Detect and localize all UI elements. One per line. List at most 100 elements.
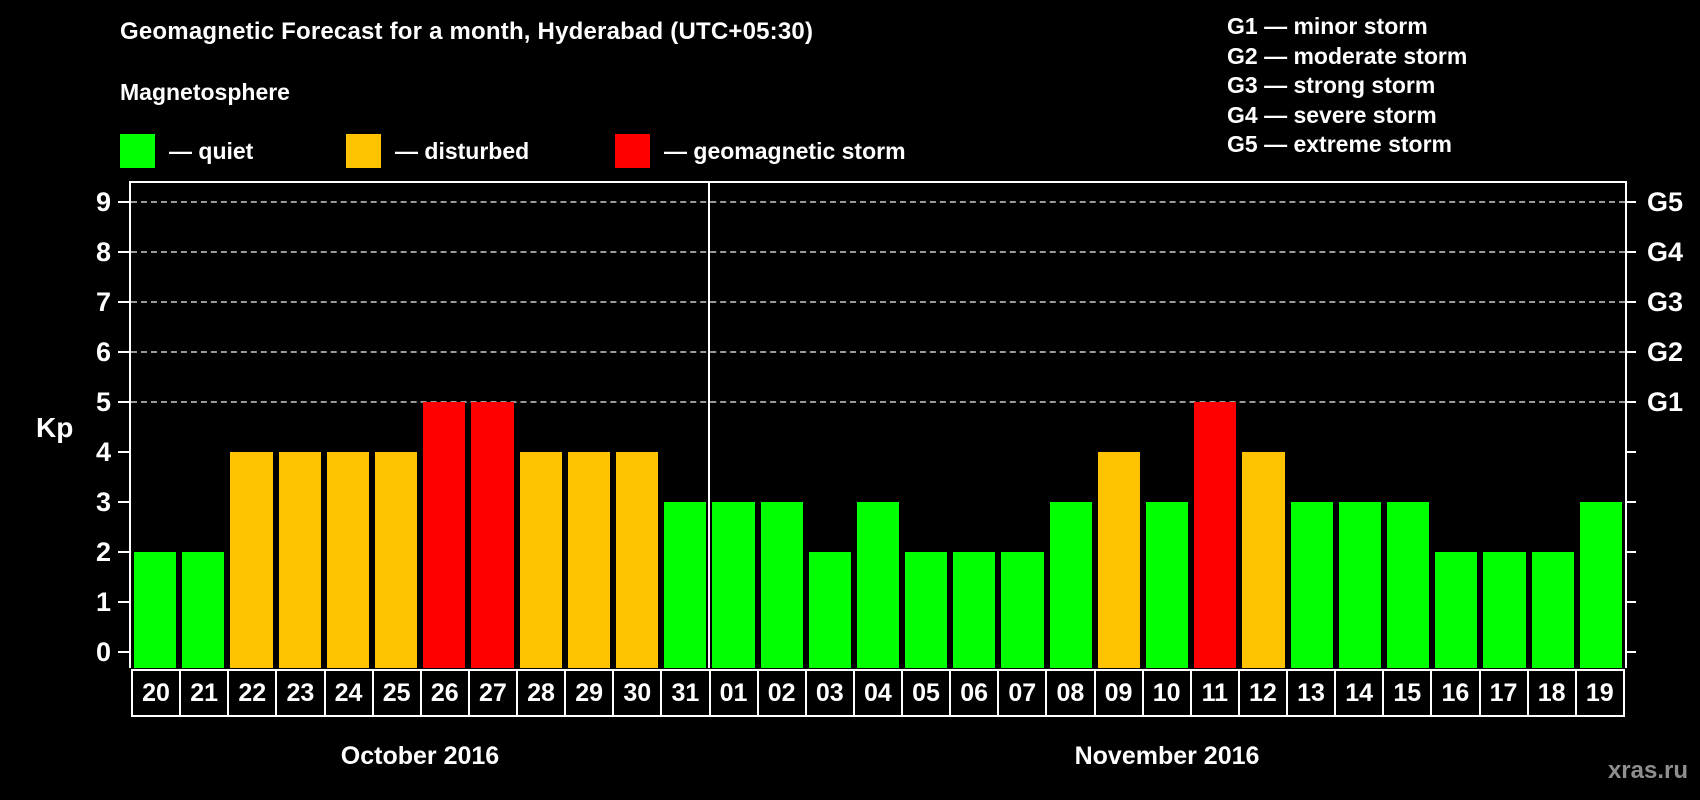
g-legend-line-3: G3 — strong storm [1227, 72, 1436, 98]
gridline-kp6 [131, 351, 1625, 353]
kp-bar-day-07 [1001, 552, 1044, 668]
day-label-09: 09 [1093, 671, 1142, 715]
day-label-06: 06 [949, 671, 997, 715]
day-label-18: 18 [1526, 671, 1575, 715]
kp-bar-day-08 [1049, 502, 1092, 668]
kp-bar-day-19 [1579, 502, 1622, 668]
day-label-14: 14 [1334, 671, 1382, 715]
day-label-28: 28 [516, 671, 564, 715]
y-tick-right-6 [1625, 351, 1636, 353]
month-label-november: November 2016 [1074, 742, 1260, 770]
g-axis-label-g1: G1 [1647, 387, 1684, 417]
y-tick-left-7 [118, 301, 129, 303]
kp-bar-day-24 [326, 452, 369, 668]
kp-bar-day-15 [1387, 502, 1430, 668]
g-axis-label-g5: G5 [1647, 187, 1684, 217]
kp-bar-day-30 [615, 452, 659, 668]
y-tick-label-8: 8 [95, 237, 111, 267]
magnetosphere-legend-heading: Magnetosphere [120, 79, 290, 105]
watermark: xras.ru [1607, 757, 1688, 784]
day-label-21: 21 [179, 671, 227, 715]
y-tick-left-6 [118, 351, 129, 353]
g-axis-label-g2: G2 [1647, 337, 1684, 367]
month-label-october: October 2016 [340, 742, 500, 770]
gridline-kp5 [131, 401, 1625, 403]
day-label-31: 31 [660, 671, 708, 715]
y-tick-label-3: 3 [95, 487, 111, 517]
day-label-08: 08 [1045, 671, 1093, 715]
y-tick-left-9 [118, 201, 129, 203]
day-label-10: 10 [1141, 671, 1190, 715]
kp-bar-day-09 [1097, 452, 1141, 668]
legend-label-disturbed: — disturbed [395, 137, 530, 164]
kp-bar-day-12 [1242, 452, 1285, 668]
kp-bar-day-21 [182, 552, 225, 668]
kp-bar-day-18 [1531, 552, 1574, 668]
legend-swatch-quiet [120, 134, 155, 168]
y-tick-right-7 [1625, 301, 1636, 303]
y-tick-label-7: 7 [95, 287, 111, 317]
y-tick-label-9: 9 [95, 187, 111, 217]
y-tick-left-8 [118, 251, 129, 253]
y-tick-label-2: 2 [95, 537, 111, 567]
day-label-07: 07 [997, 671, 1045, 715]
legend-swatch-disturbed [346, 134, 381, 168]
y-tick-left-5 [118, 401, 129, 403]
kp-bar-day-20 [134, 552, 177, 668]
kp-bar-day-31 [664, 502, 707, 668]
y-tick-right-3 [1625, 501, 1636, 503]
kp-bar-day-27 [471, 402, 514, 668]
plot-top-border [129, 181, 1627, 183]
kp-bar-day-22 [230, 452, 273, 668]
y-tick-right-9 [1625, 201, 1636, 203]
g-legend-line-2: G2 — moderate storm [1227, 42, 1468, 69]
g-legend-line-1: G1 — minor storm [1227, 13, 1428, 39]
y-axis-title: Kp [36, 412, 74, 443]
y-tick-left-0 [118, 651, 129, 653]
day-label-15: 15 [1382, 671, 1430, 715]
kp-bar-day-13 [1290, 502, 1333, 668]
kp-bar-day-25 [374, 452, 418, 668]
legend-item-quiet: — quiet [120, 134, 253, 168]
y-tick-label-6: 6 [95, 337, 111, 367]
day-label-03: 03 [804, 671, 853, 715]
day-label-19: 19 [1574, 671, 1623, 715]
y-tick-right-1 [1625, 601, 1636, 603]
day-label-24: 24 [323, 671, 372, 715]
day-label-04: 04 [852, 671, 901, 715]
legend-item-geomagnetic-storm: — geomagnetic storm [615, 134, 906, 168]
day-label-12: 12 [1237, 671, 1286, 715]
day-label-05: 05 [901, 671, 949, 715]
day-label-23: 23 [275, 671, 323, 715]
kp-bar-day-14 [1338, 502, 1382, 668]
day-label-01: 01 [708, 671, 757, 715]
gridline-kp8 [131, 251, 1625, 253]
day-label-16: 16 [1430, 671, 1478, 715]
g-axis-label-g4: G4 [1647, 237, 1684, 267]
y-axis-line-left [129, 181, 131, 668]
kp-bar-day-02 [760, 502, 803, 668]
kp-bar-day-11 [1194, 402, 1237, 668]
y-tick-left-1 [118, 601, 129, 603]
day-label-27: 27 [467, 671, 516, 715]
gridline-kp9 [131, 201, 1625, 203]
g-legend-line-4: G4 — severe storm [1227, 101, 1437, 128]
day-label-25: 25 [371, 671, 420, 715]
day-label-11: 11 [1189, 671, 1238, 715]
y-tick-right-5 [1625, 401, 1636, 403]
g-scale-legend: G1 — minor storm G2 — moderate storm G3 — … [1227, 12, 1467, 160]
day-label-13: 13 [1286, 671, 1334, 715]
kp-bar-day-16 [1435, 552, 1478, 668]
kp-bar-day-23 [278, 452, 321, 668]
legend-label-quiet: — quiet [169, 137, 254, 164]
kp-bar-day-05 [905, 552, 948, 668]
y-tick-right-4 [1625, 451, 1636, 453]
y-tick-label-1: 1 [95, 587, 111, 617]
gridline-kp7 [131, 301, 1625, 303]
day-label-22: 22 [227, 671, 275, 715]
legend-swatch-geomagnetic-storm [615, 134, 650, 168]
kp-bar-day-29 [567, 452, 610, 668]
y-tick-left-3 [118, 501, 129, 503]
chart-title: Geomagnetic Forecast for a month, Hydera… [120, 18, 814, 45]
kp-bar-day-04 [856, 502, 900, 668]
